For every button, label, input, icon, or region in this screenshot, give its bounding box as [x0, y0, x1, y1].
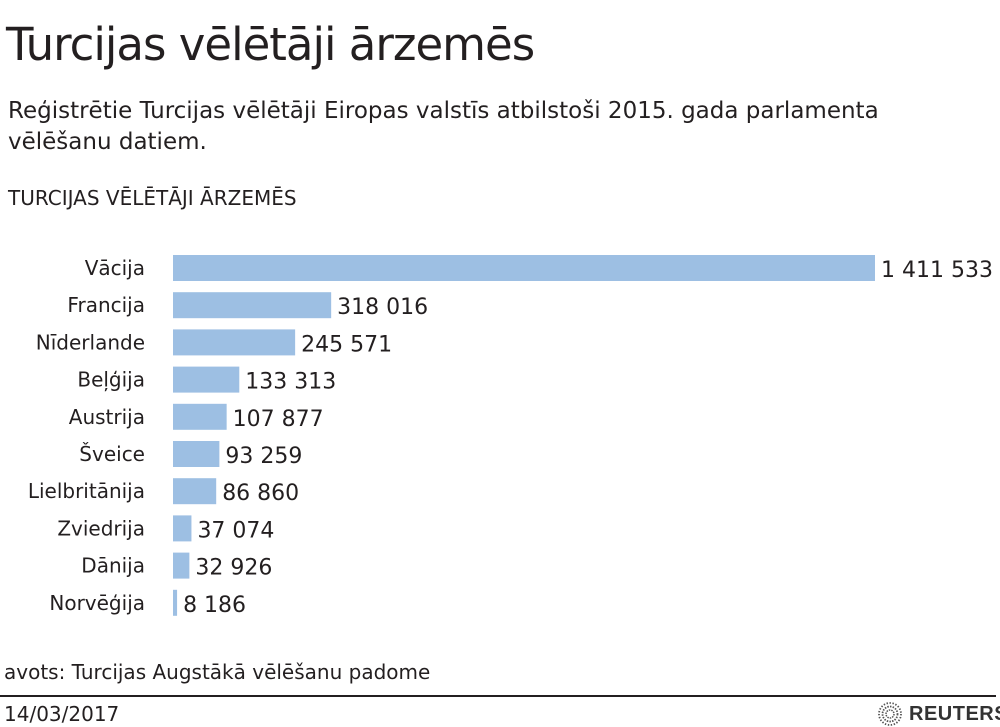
- bar: [173, 366, 240, 393]
- bar: [173, 515, 192, 542]
- footer-divider: [0, 695, 996, 697]
- value-label: 318 016: [337, 295, 428, 320]
- value-label: 8 186: [183, 593, 246, 618]
- value-label: 93 259: [225, 444, 302, 469]
- reuters-logo-icon: [878, 702, 902, 726]
- bar-chart: Vācija 1 411 533 Francija 318 016 Nīderlande…: [28, 255, 993, 618]
- category-label: Vācija: [85, 256, 145, 280]
- category-label: Šveice: [79, 442, 145, 466]
- bar: [173, 292, 332, 319]
- category-label: Austrija: [69, 405, 145, 429]
- source-note: avots: Turcijas Augstākā vēlēšanu padome: [4, 660, 431, 684]
- category-label: Nīderlande: [36, 330, 145, 354]
- value-label: 245 571: [301, 332, 392, 357]
- category-label: Francija: [67, 293, 145, 317]
- value-label: 32 926: [195, 556, 272, 581]
- chart-title: TURCIJAS VĒLĒTĀJI ĀRZEMĒS: [8, 186, 297, 210]
- bar: [173, 552, 190, 579]
- category-label: Dānija: [81, 554, 145, 578]
- bar: [173, 589, 178, 616]
- value-label: 133 313: [245, 370, 336, 395]
- category-label: Beļģija: [77, 368, 145, 392]
- reuters-logo-text: REUTERS: [909, 702, 1000, 725]
- value-label: 37 074: [197, 518, 274, 543]
- subtitle: Reģistrētie Turcijas vēlētāji Eiropas va…: [8, 98, 879, 155]
- reuters-logo: REUTERS: [877, 701, 1000, 727]
- category-label: Lielbritānija: [28, 479, 145, 503]
- bar: [173, 441, 220, 467]
- value-label: 86 860: [222, 481, 299, 506]
- bar: [173, 329, 296, 356]
- category-label: Zviedrija: [57, 516, 145, 540]
- bar: [173, 255, 875, 281]
- page-title: Turcijas vēlētāji ārzemēs: [6, 18, 535, 71]
- value-label: 107 877: [233, 407, 324, 432]
- value-label: 1 411 533: [881, 258, 993, 283]
- bar: [173, 478, 217, 505]
- category-label: Norvēģija: [49, 591, 145, 615]
- date: 14/03/2017: [4, 702, 120, 726]
- bar: [173, 403, 227, 430]
